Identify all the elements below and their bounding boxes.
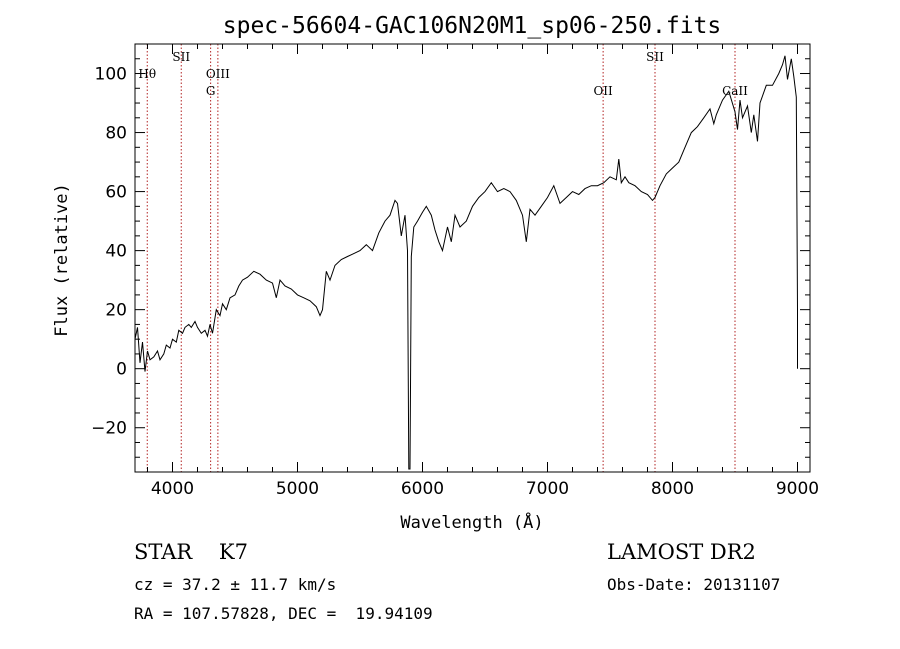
- redshift-readout: cz = 37.2 ± 11.7 km/s: [134, 575, 337, 594]
- survey-name: LAMOST DR2: [607, 540, 756, 564]
- spectrum-series: [134, 55, 798, 470]
- y-tick-label-0: −20: [91, 419, 127, 439]
- x-tick-label-1: 5000: [276, 479, 319, 499]
- y-tick-label-1: 0: [116, 360, 127, 380]
- y-tick-label-3: 40: [105, 242, 127, 262]
- spectrum-chart: spec-56604-GAC106N20M1_sp06-250.fits Hθ S…: [52, 13, 819, 533]
- x-tick-label-5: 9000: [776, 479, 819, 499]
- x-tick-label-4: 8000: [651, 479, 694, 499]
- axes: 4000 5000 6000 7000 8000 9000 −20 0 20 40 60 80 100: [91, 43, 819, 499]
- y-tick-label-5: 80: [105, 124, 127, 144]
- line-label-6: CaII: [722, 84, 748, 98]
- chart-title: spec-56604-GAC106N20M1_sp06-250.fits: [223, 13, 722, 39]
- line-label-5: SII: [646, 50, 664, 64]
- object-class: STAR K7: [134, 540, 248, 564]
- x-tick-label-2: 6000: [401, 479, 444, 499]
- line-label-4: OII: [593, 84, 613, 98]
- line-label-3: OIII: [206, 67, 230, 81]
- line-label-0: Hθ: [138, 67, 156, 81]
- line-label-2: G: [206, 84, 216, 98]
- coordinates-readout: RA = 107.57828, DEC = 19.94109: [134, 604, 433, 623]
- line-label-1: SII: [172, 50, 190, 64]
- spectral-line-markers: Hθ SII G OIII OII SII CaII: [138, 44, 748, 472]
- observation-date: Obs-Date: 20131107: [607, 575, 781, 594]
- x-tick-label-0: 4000: [151, 479, 194, 499]
- x-tick-label-3: 7000: [526, 479, 569, 499]
- y-tick-label-6: 100: [95, 65, 127, 85]
- y-tick-label-2: 20: [105, 301, 127, 321]
- plot-frame: [134, 43, 811, 473]
- x-axis-label: Wavelength (Å): [400, 511, 543, 533]
- y-axis-label: Flux (relative): [52, 183, 72, 337]
- spectrum-line: [134, 55, 798, 470]
- y-tick-label-4: 60: [105, 183, 127, 203]
